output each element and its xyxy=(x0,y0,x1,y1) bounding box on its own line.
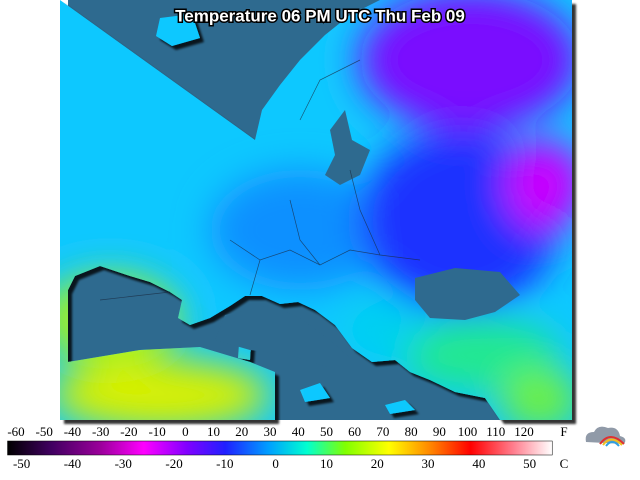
celsius-label: 40 xyxy=(472,456,485,471)
fahrenheit-label: -50 xyxy=(36,424,53,439)
celsius-label: 10 xyxy=(320,456,333,471)
fahrenheit-label: 90 xyxy=(433,424,446,439)
fahrenheit-label: 0 xyxy=(182,424,189,439)
fahrenheit-label: 30 xyxy=(264,424,277,439)
celsius-label: 0 xyxy=(272,456,279,471)
borders xyxy=(99,59,421,301)
fahrenheit-label: -20 xyxy=(120,424,137,439)
fahrenheit-label: -30 xyxy=(92,424,109,439)
celsius-unit: C xyxy=(560,456,569,471)
inland-seas xyxy=(215,110,520,368)
celsius-label: -50 xyxy=(13,456,30,471)
fahrenheit-label: 100 xyxy=(458,424,478,439)
celsius-label: -30 xyxy=(115,456,132,471)
color-scale xyxy=(7,440,553,456)
fahrenheit-label: 20 xyxy=(235,424,248,439)
fahrenheit-label: 80 xyxy=(405,424,418,439)
celsius-label: -20 xyxy=(165,456,182,471)
color-legend: -60 -50 -40 -30 -20 -10 0 10 20 30 40 50 60 70 80 90 100… xyxy=(7,424,568,471)
fahrenheit-label: 10 xyxy=(207,424,220,439)
celsius-label: 50 xyxy=(523,456,536,471)
fahrenheit-label: 120 xyxy=(514,424,534,439)
celsius-label: -10 xyxy=(216,456,233,471)
fahrenheit-label: 70 xyxy=(376,424,389,439)
fahrenheit-label: 110 xyxy=(486,424,505,439)
fahrenheit-label: -10 xyxy=(148,424,165,439)
celsius-label: -40 xyxy=(64,456,81,471)
fahrenheit-label: -60 xyxy=(7,424,24,439)
logo xyxy=(585,426,626,447)
fahrenheit-label: -40 xyxy=(64,424,81,439)
fahrenheit-unit: F xyxy=(560,424,567,439)
celsius-label: 30 xyxy=(422,456,435,471)
map-title: Temperature 06 PM UTC Thu Feb 09 xyxy=(175,6,465,25)
fahrenheit-label: 60 xyxy=(348,424,361,439)
fahrenheit-label: 50 xyxy=(320,424,333,439)
celsius-label: 20 xyxy=(371,456,384,471)
fahrenheit-label: 40 xyxy=(292,424,305,439)
